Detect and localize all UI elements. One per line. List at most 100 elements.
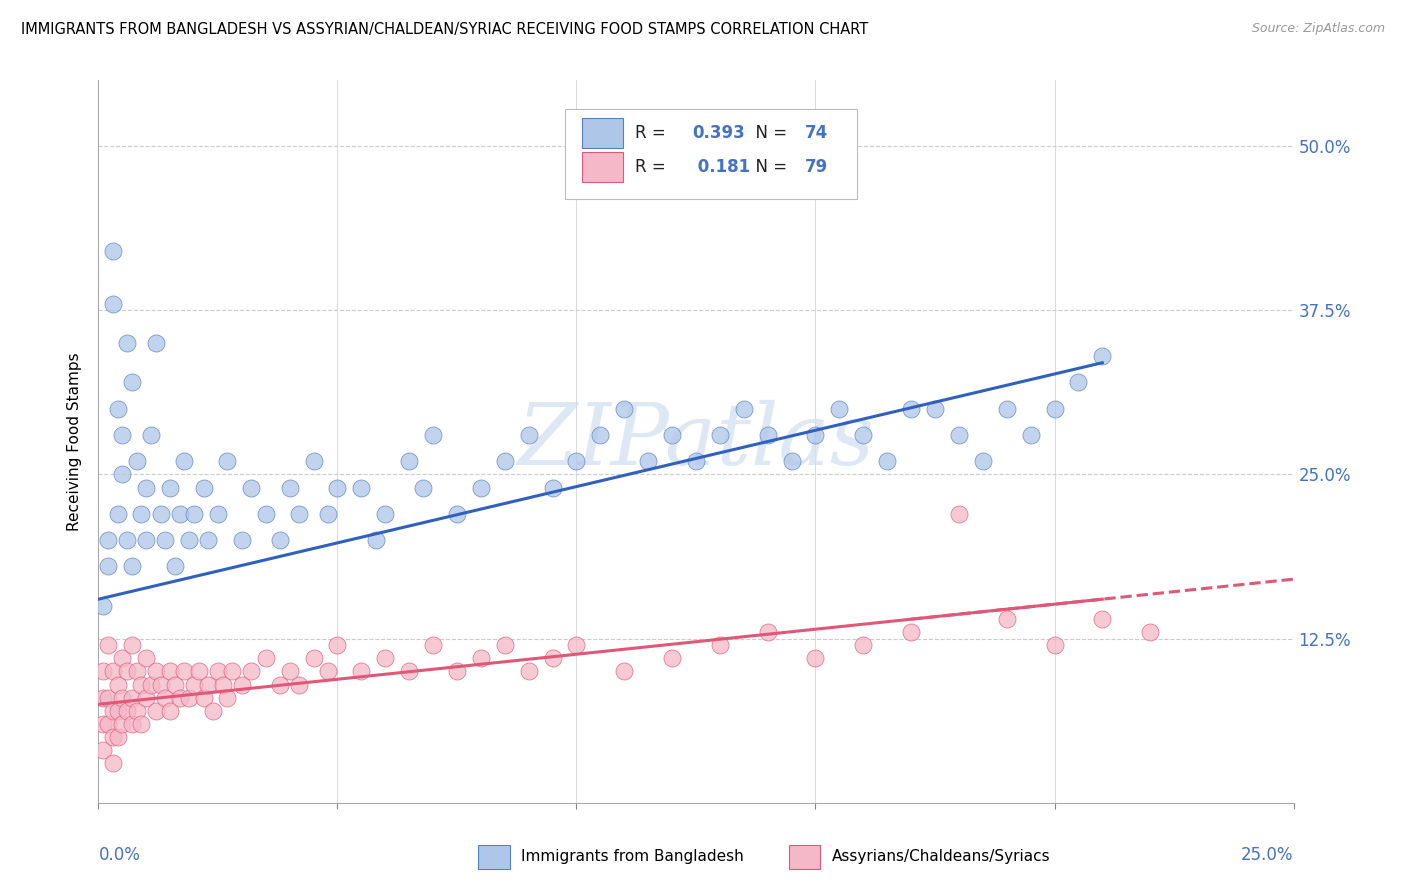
Point	[288, 677, 311, 691]
Point	[374, 651, 396, 665]
Text: ZIPatlas: ZIPatlas	[517, 401, 875, 483]
Point	[155, 533, 177, 547]
Point	[111, 717, 134, 731]
Point	[135, 690, 157, 705]
Point	[422, 638, 444, 652]
Point	[231, 533, 253, 547]
Point	[852, 638, 875, 652]
Point	[169, 507, 191, 521]
Point	[565, 638, 588, 652]
Point	[173, 454, 195, 468]
Point	[179, 533, 201, 547]
Point	[1067, 376, 1090, 390]
Point	[107, 730, 129, 744]
Point	[517, 428, 540, 442]
Point	[661, 651, 683, 665]
Point	[97, 690, 120, 705]
Point	[517, 665, 540, 679]
Point	[613, 401, 636, 416]
Point	[121, 690, 143, 705]
Point	[101, 296, 124, 310]
Point	[613, 665, 636, 679]
Text: IMMIGRANTS FROM BANGLADESH VS ASSYRIAN/CHALDEAN/SYRIAC RECEIVING FOOD STAMPS COR: IMMIGRANTS FROM BANGLADESH VS ASSYRIAN/C…	[21, 22, 869, 37]
Point	[101, 244, 124, 258]
Point	[852, 428, 875, 442]
Point	[900, 625, 922, 640]
Point	[364, 533, 387, 547]
Point	[193, 690, 215, 705]
Point	[125, 704, 148, 718]
Point	[446, 507, 468, 521]
Point	[709, 638, 731, 652]
Point	[217, 454, 239, 468]
Point	[470, 481, 492, 495]
Point	[756, 625, 779, 640]
Point	[494, 638, 516, 652]
Point	[398, 454, 420, 468]
Point	[541, 481, 564, 495]
Point	[995, 612, 1018, 626]
Point	[221, 665, 243, 679]
Point	[733, 401, 755, 416]
Text: 74: 74	[804, 124, 828, 142]
FancyBboxPatch shape	[565, 109, 858, 200]
Point	[374, 507, 396, 521]
Point	[804, 428, 827, 442]
Point	[135, 481, 157, 495]
Point	[900, 401, 922, 416]
Point	[91, 665, 114, 679]
Point	[115, 336, 138, 351]
Point	[1019, 428, 1042, 442]
Point	[422, 428, 444, 442]
Point	[155, 690, 177, 705]
Point	[589, 428, 612, 442]
Point	[924, 401, 946, 416]
Point	[101, 704, 124, 718]
Point	[163, 559, 186, 574]
Point	[202, 704, 225, 718]
Point	[197, 677, 219, 691]
Point	[115, 665, 138, 679]
Point	[135, 533, 157, 547]
Point	[565, 454, 588, 468]
Point	[107, 401, 129, 416]
Text: Source: ZipAtlas.com: Source: ZipAtlas.com	[1251, 22, 1385, 36]
Point	[101, 665, 124, 679]
Point	[179, 690, 201, 705]
Point	[302, 651, 325, 665]
Point	[121, 717, 143, 731]
Point	[139, 677, 162, 691]
Point	[269, 677, 291, 691]
Point	[780, 454, 803, 468]
Point	[207, 665, 229, 679]
Point	[159, 665, 181, 679]
Point	[637, 454, 659, 468]
Point	[111, 467, 134, 482]
Point	[145, 704, 167, 718]
Point	[101, 730, 124, 744]
Point	[121, 638, 143, 652]
Point	[1091, 612, 1114, 626]
Point	[804, 651, 827, 665]
Point	[183, 507, 205, 521]
Point	[756, 428, 779, 442]
Point	[207, 507, 229, 521]
Point	[159, 481, 181, 495]
FancyBboxPatch shape	[478, 845, 509, 870]
Point	[169, 690, 191, 705]
Point	[211, 677, 233, 691]
Point	[173, 665, 195, 679]
Point	[1139, 625, 1161, 640]
Point	[278, 665, 301, 679]
Point	[876, 454, 898, 468]
Point	[187, 665, 209, 679]
Point	[125, 454, 148, 468]
Point	[97, 638, 120, 652]
Point	[972, 454, 994, 468]
Text: Assyrians/Chaldeans/Syriacs: Assyrians/Chaldeans/Syriacs	[832, 849, 1050, 864]
Point	[316, 507, 339, 521]
Point	[145, 336, 167, 351]
Point	[240, 665, 263, 679]
Point	[131, 507, 153, 521]
Point	[163, 677, 186, 691]
